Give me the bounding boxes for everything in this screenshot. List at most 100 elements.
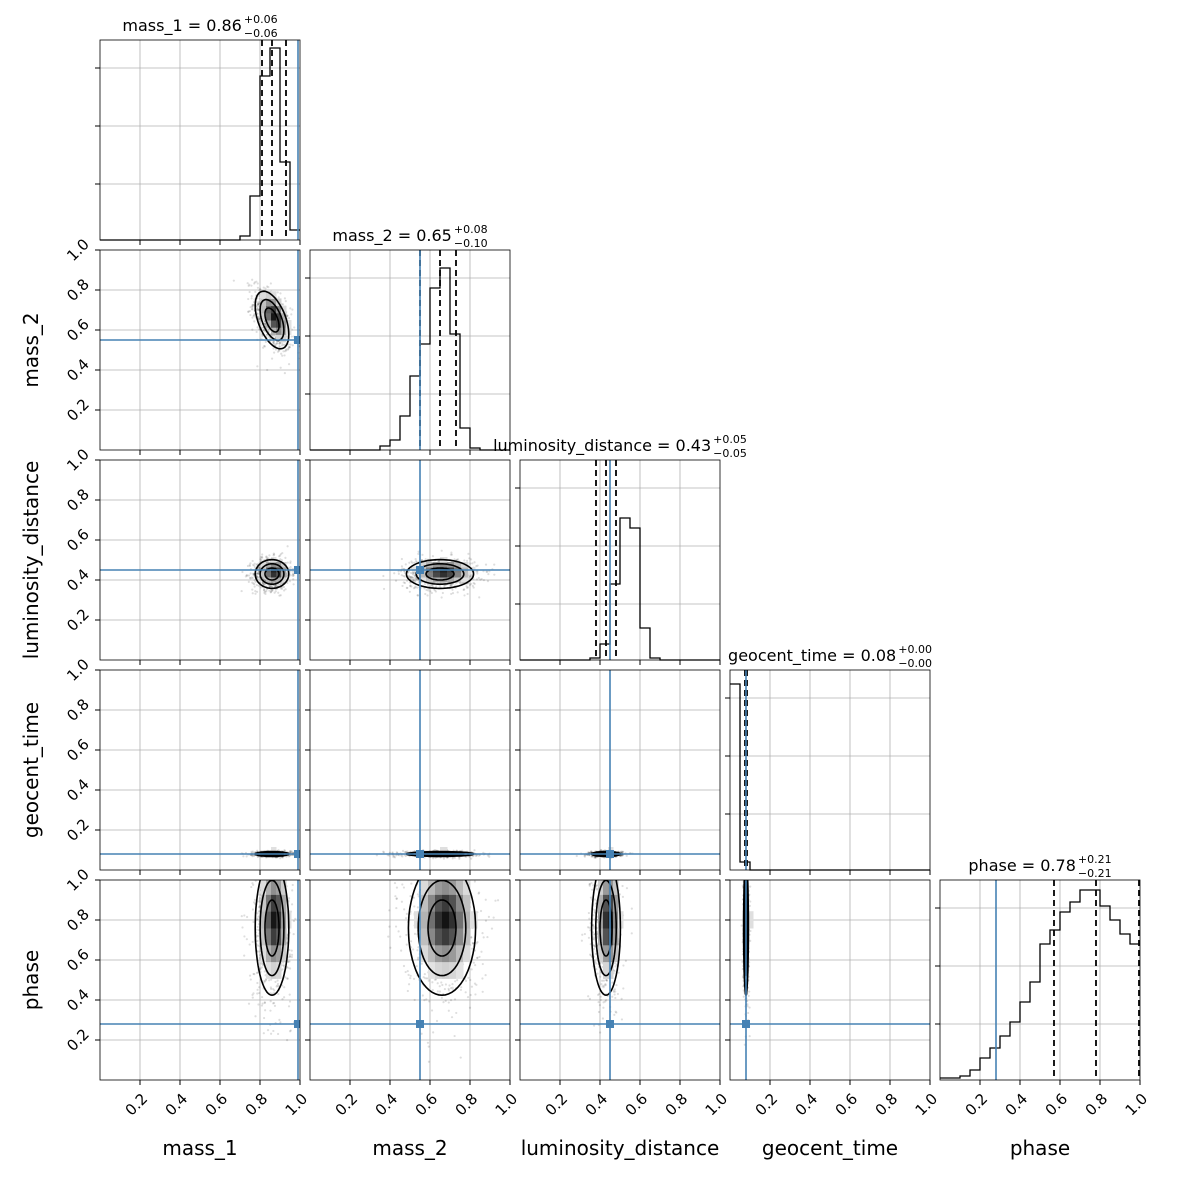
sample-point <box>290 335 293 338</box>
sample-point <box>621 854 624 857</box>
sample-point <box>269 1009 272 1012</box>
density-cell <box>454 577 462 583</box>
sample-point <box>255 572 258 575</box>
sample-point <box>253 854 256 857</box>
contour-level-1 <box>264 567 280 581</box>
sample-point <box>463 588 466 591</box>
density-cell <box>266 312 272 321</box>
sample-point <box>281 342 284 345</box>
sample-point <box>468 855 471 858</box>
histogram-panel-geocent_time <box>725 669 931 871</box>
sample-point <box>473 582 476 585</box>
sample-point <box>286 1039 289 1042</box>
sample-point <box>256 873 258 875</box>
sample-point <box>466 592 469 596</box>
sample-point <box>276 350 280 353</box>
sample-point <box>415 578 418 581</box>
sample-point <box>262 588 266 592</box>
sample-point <box>288 346 291 349</box>
sample-point <box>456 558 460 561</box>
sample-point <box>241 570 244 574</box>
sample-point <box>621 851 624 854</box>
sample-point <box>486 570 489 573</box>
sample-point <box>599 849 603 852</box>
sample-point <box>251 850 254 853</box>
sample-point <box>412 587 416 590</box>
sample-point <box>397 570 400 573</box>
sample-point <box>591 855 594 858</box>
sample-point <box>251 576 254 580</box>
sample-point <box>288 955 292 958</box>
sample-point <box>278 594 281 597</box>
sample-point <box>249 562 252 565</box>
sample-point <box>272 343 276 346</box>
sample-point <box>280 344 284 347</box>
sample-point <box>593 856 596 859</box>
sample-point <box>252 920 255 924</box>
sample-point <box>261 556 264 559</box>
sample-point <box>256 572 259 575</box>
sample-point <box>262 1016 266 1020</box>
density-cell <box>419 562 427 568</box>
sample-point <box>410 585 413 588</box>
sample-point <box>463 594 466 597</box>
sample-point <box>465 585 468 588</box>
sample-point <box>284 556 287 560</box>
sample-point <box>270 585 274 588</box>
scatter-panel-mass_1-vs-geocent_time <box>99 669 301 871</box>
sample-point <box>255 971 259 975</box>
sample-point <box>283 297 287 300</box>
sample-point <box>256 286 260 289</box>
sample-point <box>246 574 249 577</box>
sample-point <box>261 581 264 585</box>
sample-point <box>260 334 263 338</box>
density-cell <box>426 572 434 578</box>
sample-point <box>281 968 284 971</box>
sample-point <box>262 1032 265 1035</box>
density-cell <box>266 291 272 299</box>
sample-point <box>400 854 403 857</box>
sample-point <box>420 558 424 562</box>
sample-point <box>263 344 266 348</box>
sample-point <box>426 583 430 586</box>
sample-point <box>256 912 259 915</box>
sample-point <box>252 874 254 876</box>
sample-point <box>288 953 292 956</box>
sample-point <box>284 877 286 879</box>
sample-point <box>583 854 586 857</box>
sample-point <box>261 995 264 999</box>
sample-point <box>262 346 265 349</box>
sample-point <box>287 960 290 963</box>
sample-point <box>270 357 274 360</box>
sample-point <box>260 1004 264 1007</box>
panel-frame <box>309 459 511 661</box>
sample-point <box>242 855 245 858</box>
sample-point <box>291 308 294 311</box>
sample-point <box>476 570 479 573</box>
sample-point <box>283 996 286 999</box>
sample-point <box>253 564 256 567</box>
sample-point <box>256 303 260 306</box>
panel-frame <box>99 459 301 661</box>
sample-point <box>449 553 453 556</box>
sample-point <box>620 855 623 858</box>
sample-point <box>291 344 294 347</box>
sample-point <box>289 560 292 563</box>
sample-point <box>441 591 444 595</box>
sample-point <box>294 917 297 920</box>
density-region <box>310 460 510 660</box>
sample-point <box>261 577 265 580</box>
sample-point <box>450 551 453 554</box>
contour-level-2 <box>259 563 285 585</box>
sample-point <box>261 963 264 966</box>
sample-point <box>417 552 420 555</box>
density-cell <box>461 572 469 578</box>
sample-point <box>259 322 262 325</box>
sample-point <box>248 309 252 313</box>
sample-point <box>288 967 292 970</box>
sample-point <box>264 287 267 290</box>
sample-point <box>449 584 452 587</box>
panel-frame <box>99 669 301 871</box>
sample-point <box>248 564 251 568</box>
sample-point <box>400 574 403 577</box>
